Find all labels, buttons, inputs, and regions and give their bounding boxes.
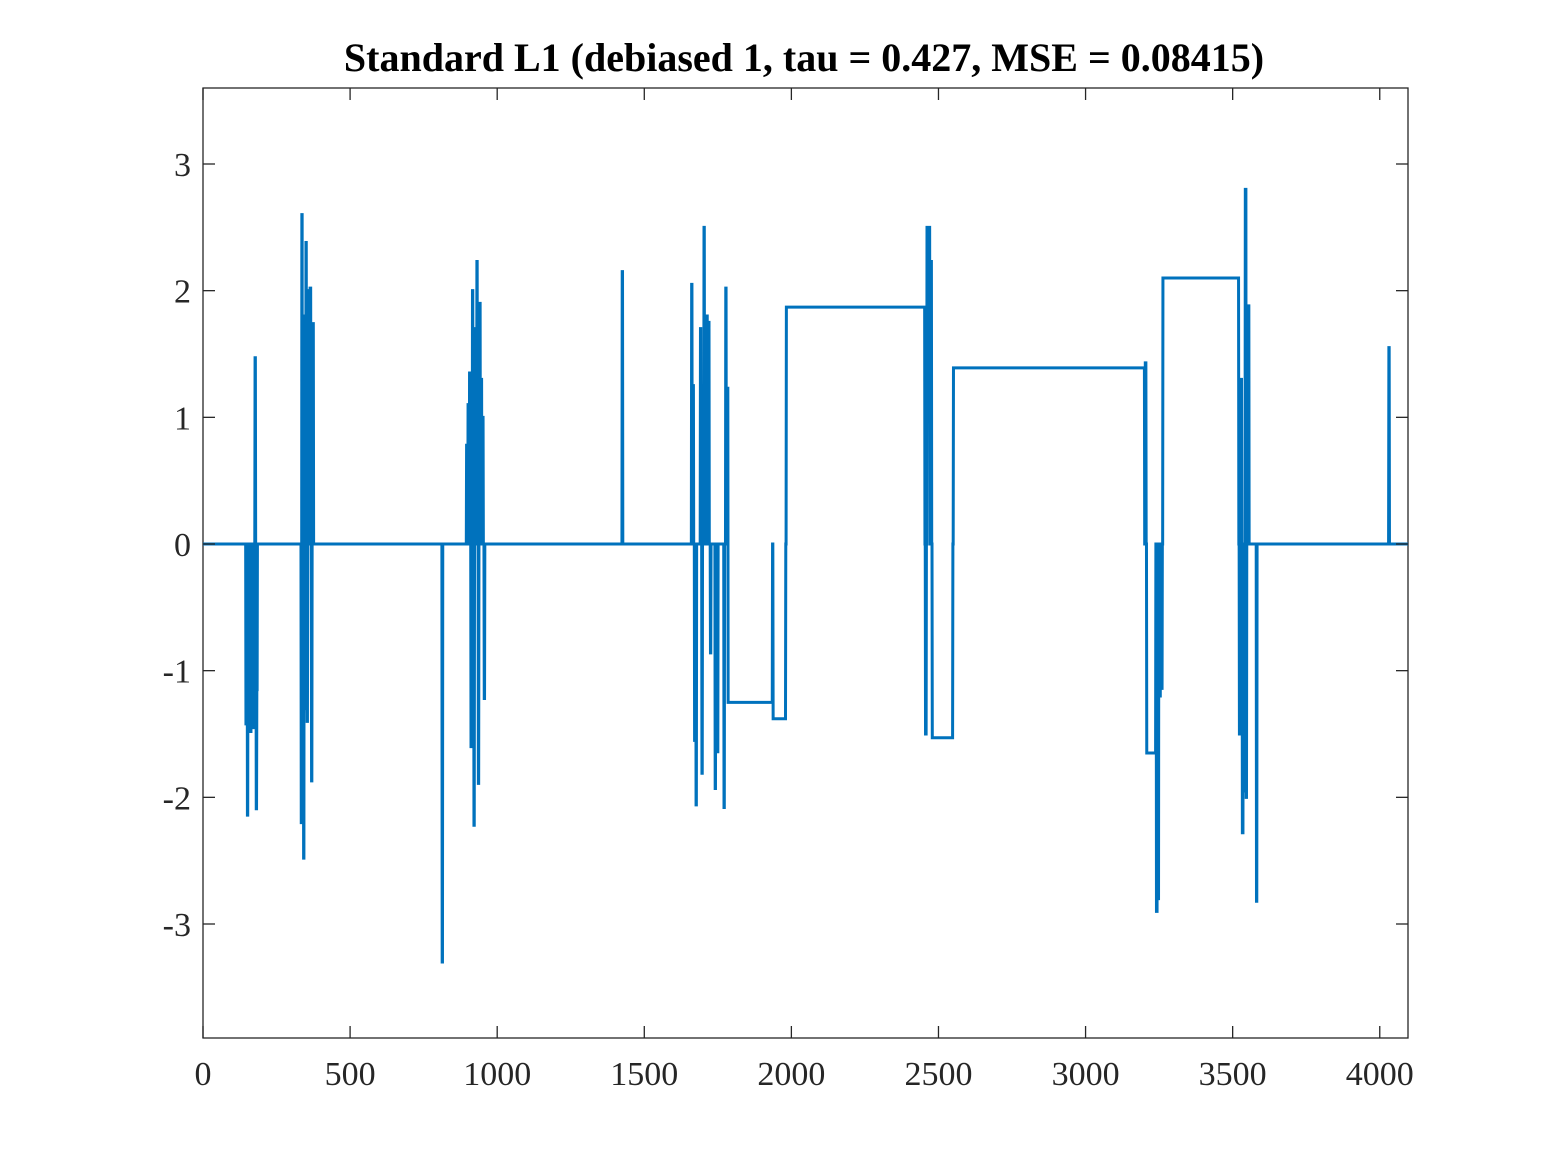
plot-area: 0 500 1000 1500 2000 2500 3000 3500 4000 3 2 1 0 -1 -… <box>163 87 1414 1093</box>
x-tick-label-500: 500 <box>325 1056 376 1093</box>
x-axis: 0 500 1000 1500 2000 2500 3000 3500 4000 <box>195 88 1414 1093</box>
y-tick-label--1: -1 <box>163 654 191 691</box>
x-tick-label-4000: 4000 <box>1346 1056 1414 1093</box>
series-layer <box>203 187 1408 964</box>
y-tick-label-3: 3 <box>174 147 191 184</box>
series-line-1 <box>203 187 1408 964</box>
y-tick-label-2: 2 <box>174 274 191 311</box>
x-tick-label-3000: 3000 <box>1052 1056 1120 1093</box>
x-tick-label-3500: 3500 <box>1199 1056 1267 1093</box>
x-tick-label-2000: 2000 <box>757 1056 825 1093</box>
y-tick-label--3: -3 <box>163 907 191 944</box>
y-tick-label-1: 1 <box>174 400 191 437</box>
x-tick-label-2500: 2500 <box>904 1056 972 1093</box>
x-tick-label-1500: 1500 <box>610 1056 678 1093</box>
x-tick-label-1000: 1000 <box>463 1056 531 1093</box>
x-tick-label-0: 0 <box>195 1056 212 1093</box>
chart-title: Standard L1 (debiased 1, tau = 0.427, MS… <box>344 35 1264 80</box>
y-tick-label-0: 0 <box>174 527 191 564</box>
y-axis: 3 2 1 0 -1 -2 -3 <box>163 147 1408 944</box>
y-tick-label--2: -2 <box>163 780 191 817</box>
axes-box <box>202 87 1409 1039</box>
